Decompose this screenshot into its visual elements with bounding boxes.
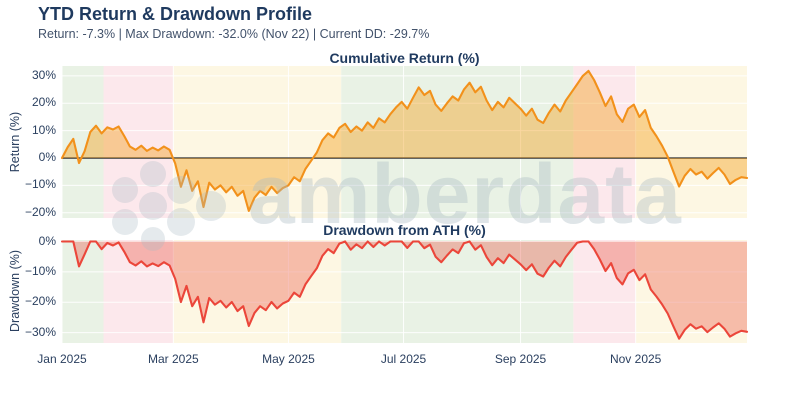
cumulative-return-title: Cumulative Return (%) <box>329 50 480 66</box>
y-tick-label: −20% <box>24 294 56 309</box>
y-tick-label: −20% <box>24 204 56 219</box>
stats-subtitle: Return: -7.3% | Max Drawdown: -32.0% (No… <box>38 27 430 41</box>
y-tick-label: 20% <box>31 95 56 110</box>
x-tick-label: Sep 2025 <box>494 352 547 366</box>
y-tick-label: −30% <box>24 324 56 339</box>
y-tick-label: 30% <box>31 67 56 82</box>
y-tick-label: 0% <box>38 233 56 248</box>
y-tick-label: 0% <box>38 150 56 165</box>
drawdown-axis-label: Drawdown (%) <box>8 250 22 332</box>
x-tick-label: Jul 2025 <box>380 352 427 366</box>
x-tick-label: Mar 2025 <box>147 352 199 366</box>
page-title: YTD Return & Drawdown Profile <box>38 4 313 24</box>
x-tick-label: Jan 2025 <box>37 352 87 366</box>
cumulative-return-chart <box>60 66 749 218</box>
drawdown-chart <box>60 240 749 343</box>
x-tick-label: May 2025 <box>262 352 315 366</box>
y-tick-label: 10% <box>31 122 56 137</box>
y-tick-label: −10% <box>24 177 56 192</box>
x-tick-label: Nov 2025 <box>609 352 662 366</box>
drawdown-title: Drawdown from ATH (%) <box>323 222 486 238</box>
y-tick-label: −10% <box>24 263 56 278</box>
